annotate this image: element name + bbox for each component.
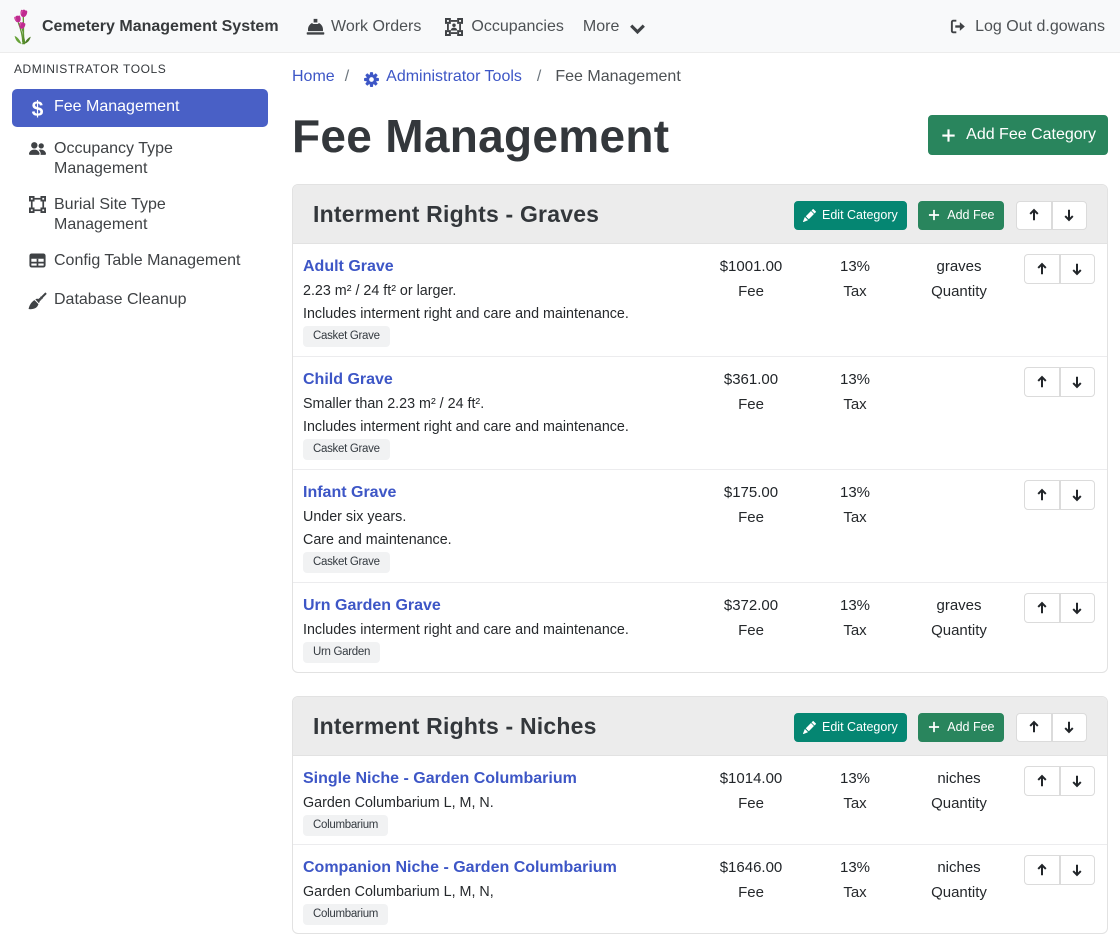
svg-text:$: $	[32, 98, 44, 119]
